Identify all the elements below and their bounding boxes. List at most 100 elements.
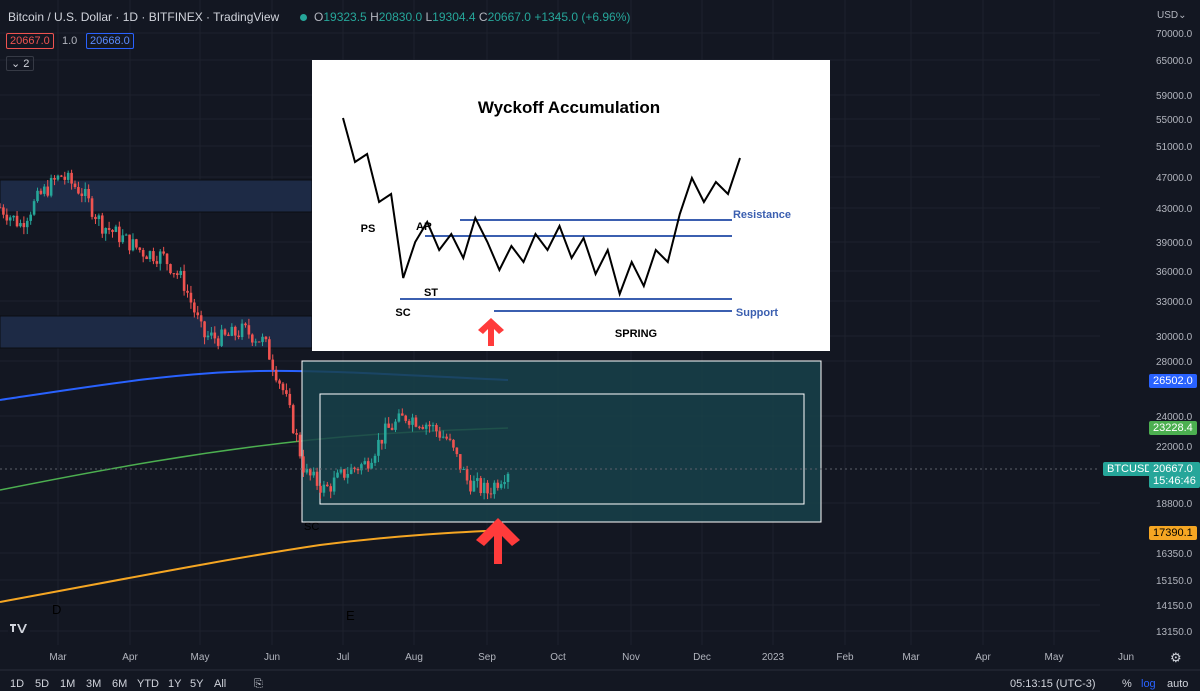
settings-gear-icon[interactable]: ⚙	[1170, 650, 1182, 665]
ohlc-o: 19323.5	[323, 10, 367, 24]
auto-toggle[interactable]: auto	[1167, 678, 1189, 690]
candle-body	[0, 207, 2, 209]
range-button-1y[interactable]: 1Y	[168, 678, 182, 690]
candle-body	[175, 273, 179, 276]
candle	[312, 467, 315, 478]
range-button-6m[interactable]: 6M	[112, 678, 128, 690]
candle	[90, 196, 94, 220]
wyckoff-panel	[312, 60, 830, 351]
candle-body	[5, 214, 9, 221]
price-tick-label: 59000.0	[1156, 91, 1193, 102]
candle	[138, 247, 142, 253]
candle-body	[278, 380, 281, 384]
wyckoff-label: Support	[736, 307, 778, 319]
candle	[53, 175, 56, 186]
candle-body	[186, 290, 189, 293]
range-button-5d[interactable]: 5D	[35, 678, 50, 690]
candle	[32, 199, 36, 216]
candle	[46, 179, 50, 198]
candle	[87, 184, 90, 203]
candle-body	[418, 426, 421, 428]
candle-body	[199, 315, 203, 322]
candle	[499, 480, 503, 490]
candle	[394, 418, 397, 433]
time-tick-label: Nov	[622, 652, 640, 663]
candle	[19, 219, 22, 228]
candle-body	[268, 339, 271, 360]
candle-body	[370, 462, 373, 469]
candle-body	[196, 312, 200, 316]
candle-body	[373, 455, 377, 463]
candle	[336, 469, 339, 479]
candle-body	[404, 415, 408, 421]
goto-date-icon[interactable]: ⎘	[254, 678, 263, 690]
candle-body	[111, 229, 114, 232]
candle-body	[90, 198, 94, 217]
wave-label-d: D	[52, 602, 62, 617]
candle-body	[250, 334, 254, 343]
price-tick-label: 14150.0	[1156, 601, 1193, 612]
candle-body	[506, 473, 510, 482]
candle	[458, 454, 462, 473]
range-button-1m[interactable]: 1M	[60, 678, 76, 690]
ask-button[interactable]: 20668.0	[86, 33, 134, 49]
candle-body	[141, 249, 145, 257]
candle	[315, 467, 319, 490]
candle-body	[19, 223, 22, 227]
candle-body	[401, 413, 404, 416]
ohlc-c: 20667.0	[487, 10, 531, 24]
candle-body	[15, 215, 19, 227]
arrow-up-icon	[476, 518, 520, 564]
candle	[196, 305, 200, 320]
candle-body	[315, 471, 319, 486]
candle-body	[472, 480, 476, 492]
candle	[343, 468, 346, 481]
candle	[175, 270, 179, 279]
time-tick-label: Oct	[550, 652, 566, 663]
percent-toggle[interactable]: %	[1122, 678, 1132, 690]
ma-green-price-label: 23228.4	[1149, 421, 1197, 435]
candle-body	[319, 485, 322, 493]
range-button-1d[interactable]: 1D	[10, 678, 25, 690]
time-tick-label: Feb	[836, 652, 854, 663]
candle	[172, 272, 176, 278]
candle	[220, 324, 223, 348]
candle-body	[479, 478, 483, 494]
symbol-title[interactable]: Bitcoin / U.S. Dollar · 1D · BITFINEX · …	[8, 10, 280, 24]
candle	[278, 378, 281, 389]
candle	[496, 479, 500, 491]
candle	[148, 250, 152, 262]
candle-body	[390, 427, 394, 430]
currency-select[interactable]: USD⌄	[1157, 10, 1187, 21]
candle-body	[8, 217, 12, 221]
wyckoff-label: PS	[361, 223, 376, 235]
range-button-ytd[interactable]: YTD	[137, 678, 159, 690]
ma-orange-price-label: 17390.1	[1149, 526, 1197, 540]
candle	[254, 338, 258, 347]
price-tick-label: 16350.0	[1156, 549, 1193, 560]
candle-body	[29, 214, 32, 221]
candle-body	[49, 177, 53, 196]
candle-body	[66, 172, 70, 180]
wyckoff-label: ST	[424, 287, 438, 299]
ma-blue-price-label: 26502.0	[1149, 374, 1197, 388]
candle	[479, 475, 483, 496]
candle	[373, 453, 377, 466]
bid-button[interactable]: 20667.0	[6, 33, 54, 49]
candle-body	[445, 436, 448, 439]
candle	[111, 229, 114, 238]
range-button-all[interactable]: All	[214, 678, 227, 690]
time-tick-label: Mar	[49, 652, 67, 663]
indicators-toggle[interactable]: ⌄ 2	[6, 56, 35, 71]
price-tick-label: 24000.0	[1156, 412, 1193, 423]
candle	[233, 325, 237, 341]
candle-body	[407, 420, 411, 425]
candle-body	[87, 188, 90, 199]
candle	[36, 187, 39, 203]
candle	[489, 487, 493, 499]
range-button-3m[interactable]: 3M	[86, 678, 102, 690]
log-toggle[interactable]: log	[1141, 678, 1156, 690]
clock-readout[interactable]: 05:13:15 (UTC-3)	[1010, 678, 1096, 690]
range-button-5y[interactable]: 5Y	[190, 678, 204, 690]
